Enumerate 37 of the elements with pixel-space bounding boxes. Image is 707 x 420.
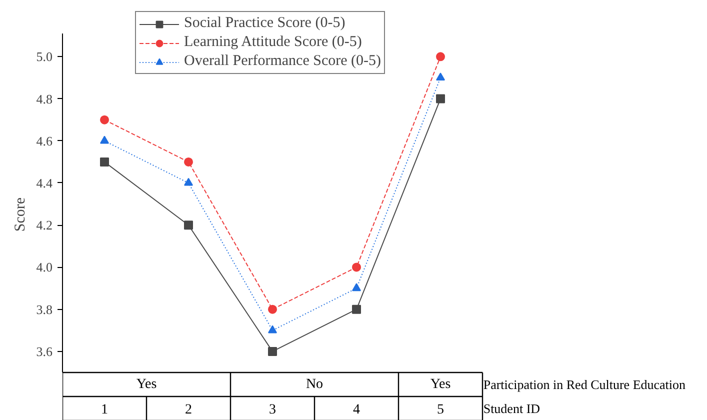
x-tick-label: 4	[353, 402, 360, 418]
y-tick-label: 4.2	[36, 218, 52, 233]
y-tick-label: 4.0	[36, 260, 52, 275]
point	[184, 178, 193, 186]
text: No	[306, 377, 324, 392]
point	[268, 304, 277, 314]
text: Yes	[430, 377, 451, 392]
point	[436, 94, 445, 104]
point	[100, 157, 109, 166]
text: Yes	[136, 377, 157, 392]
point	[184, 157, 193, 166]
legend-label: Overall Performance Score (0-5)	[184, 53, 381, 70]
y-tick-label: 3.6	[36, 344, 53, 359]
point	[100, 136, 109, 144]
y-tick-label: 4.6	[36, 133, 53, 148]
y-axis-title: Score	[12, 197, 28, 232]
y-tick-label: 5.0	[36, 49, 52, 64]
x-tick-label: 2	[185, 402, 192, 418]
x-tick-label: 1	[101, 402, 108, 418]
x-tick-label: 5	[437, 402, 444, 418]
x-tick-label: 3	[269, 402, 276, 418]
point	[100, 115, 109, 124]
y-tick-label: 4.4	[36, 175, 53, 190]
point	[436, 52, 445, 62]
y-tick-label: 3.8	[36, 302, 52, 317]
point	[352, 283, 361, 292]
legend-label: Learning Attitude Score (0-5)	[184, 34, 362, 51]
point	[436, 72, 445, 81]
point	[352, 304, 361, 314]
legend-label: Social Practice Score (0-5)	[184, 15, 346, 32]
x-axis-title: Student ID	[483, 401, 540, 416]
text: Participation in Red Culture Education	[483, 377, 686, 392]
point	[352, 262, 361, 272]
point	[184, 220, 193, 230]
point	[268, 325, 277, 334]
y-tick-label: 4.8	[36, 91, 52, 106]
point	[268, 346, 277, 356]
